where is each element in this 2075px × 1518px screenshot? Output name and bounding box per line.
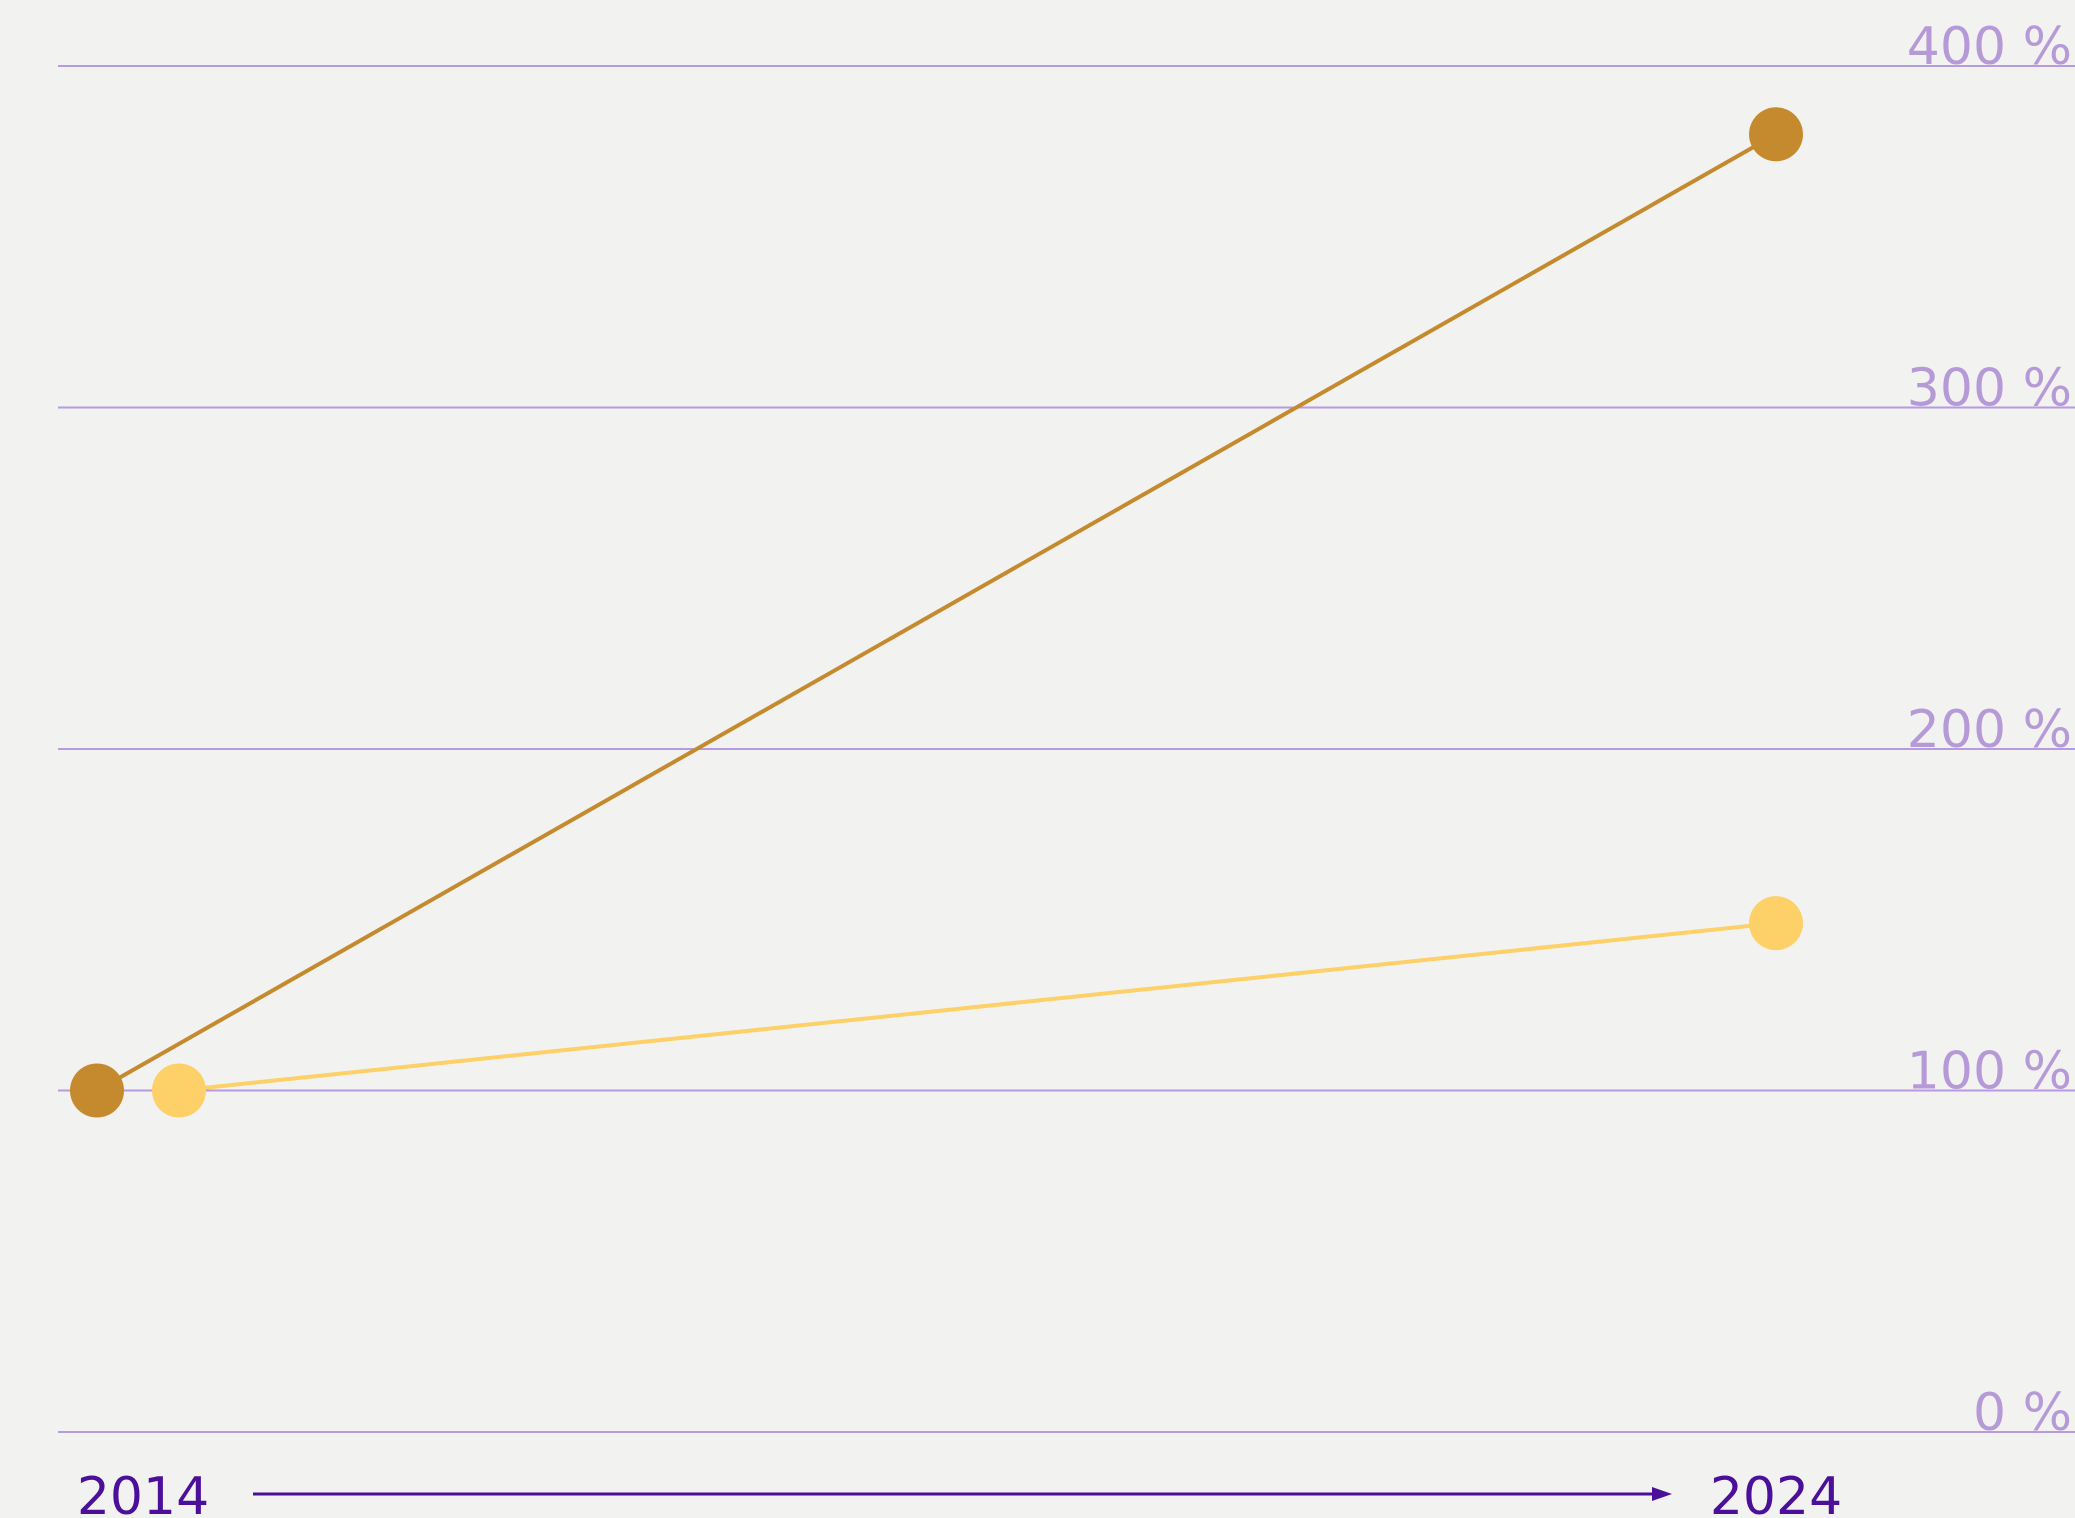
- x-tick-label: 2024: [1710, 1467, 1842, 1518]
- series-line: [96, 132, 1777, 1093]
- x-tick-label: 2014: [77, 1467, 209, 1518]
- data-point: [70, 1063, 124, 1118]
- data-point: [152, 1063, 206, 1118]
- data-point: [1749, 107, 1803, 162]
- time-arrow-head: [1652, 1487, 1672, 1501]
- data-point: [1749, 896, 1803, 951]
- y-tick-label: 0 %: [1973, 1383, 2072, 1443]
- series-line: [178, 921, 1777, 1093]
- y-tick-label: 400 %: [1907, 17, 2072, 77]
- y-tick-label: 200 %: [1907, 700, 2072, 760]
- y-tick-label: 100 %: [1907, 1042, 2072, 1102]
- y-tick-label: 300 %: [1907, 359, 2072, 419]
